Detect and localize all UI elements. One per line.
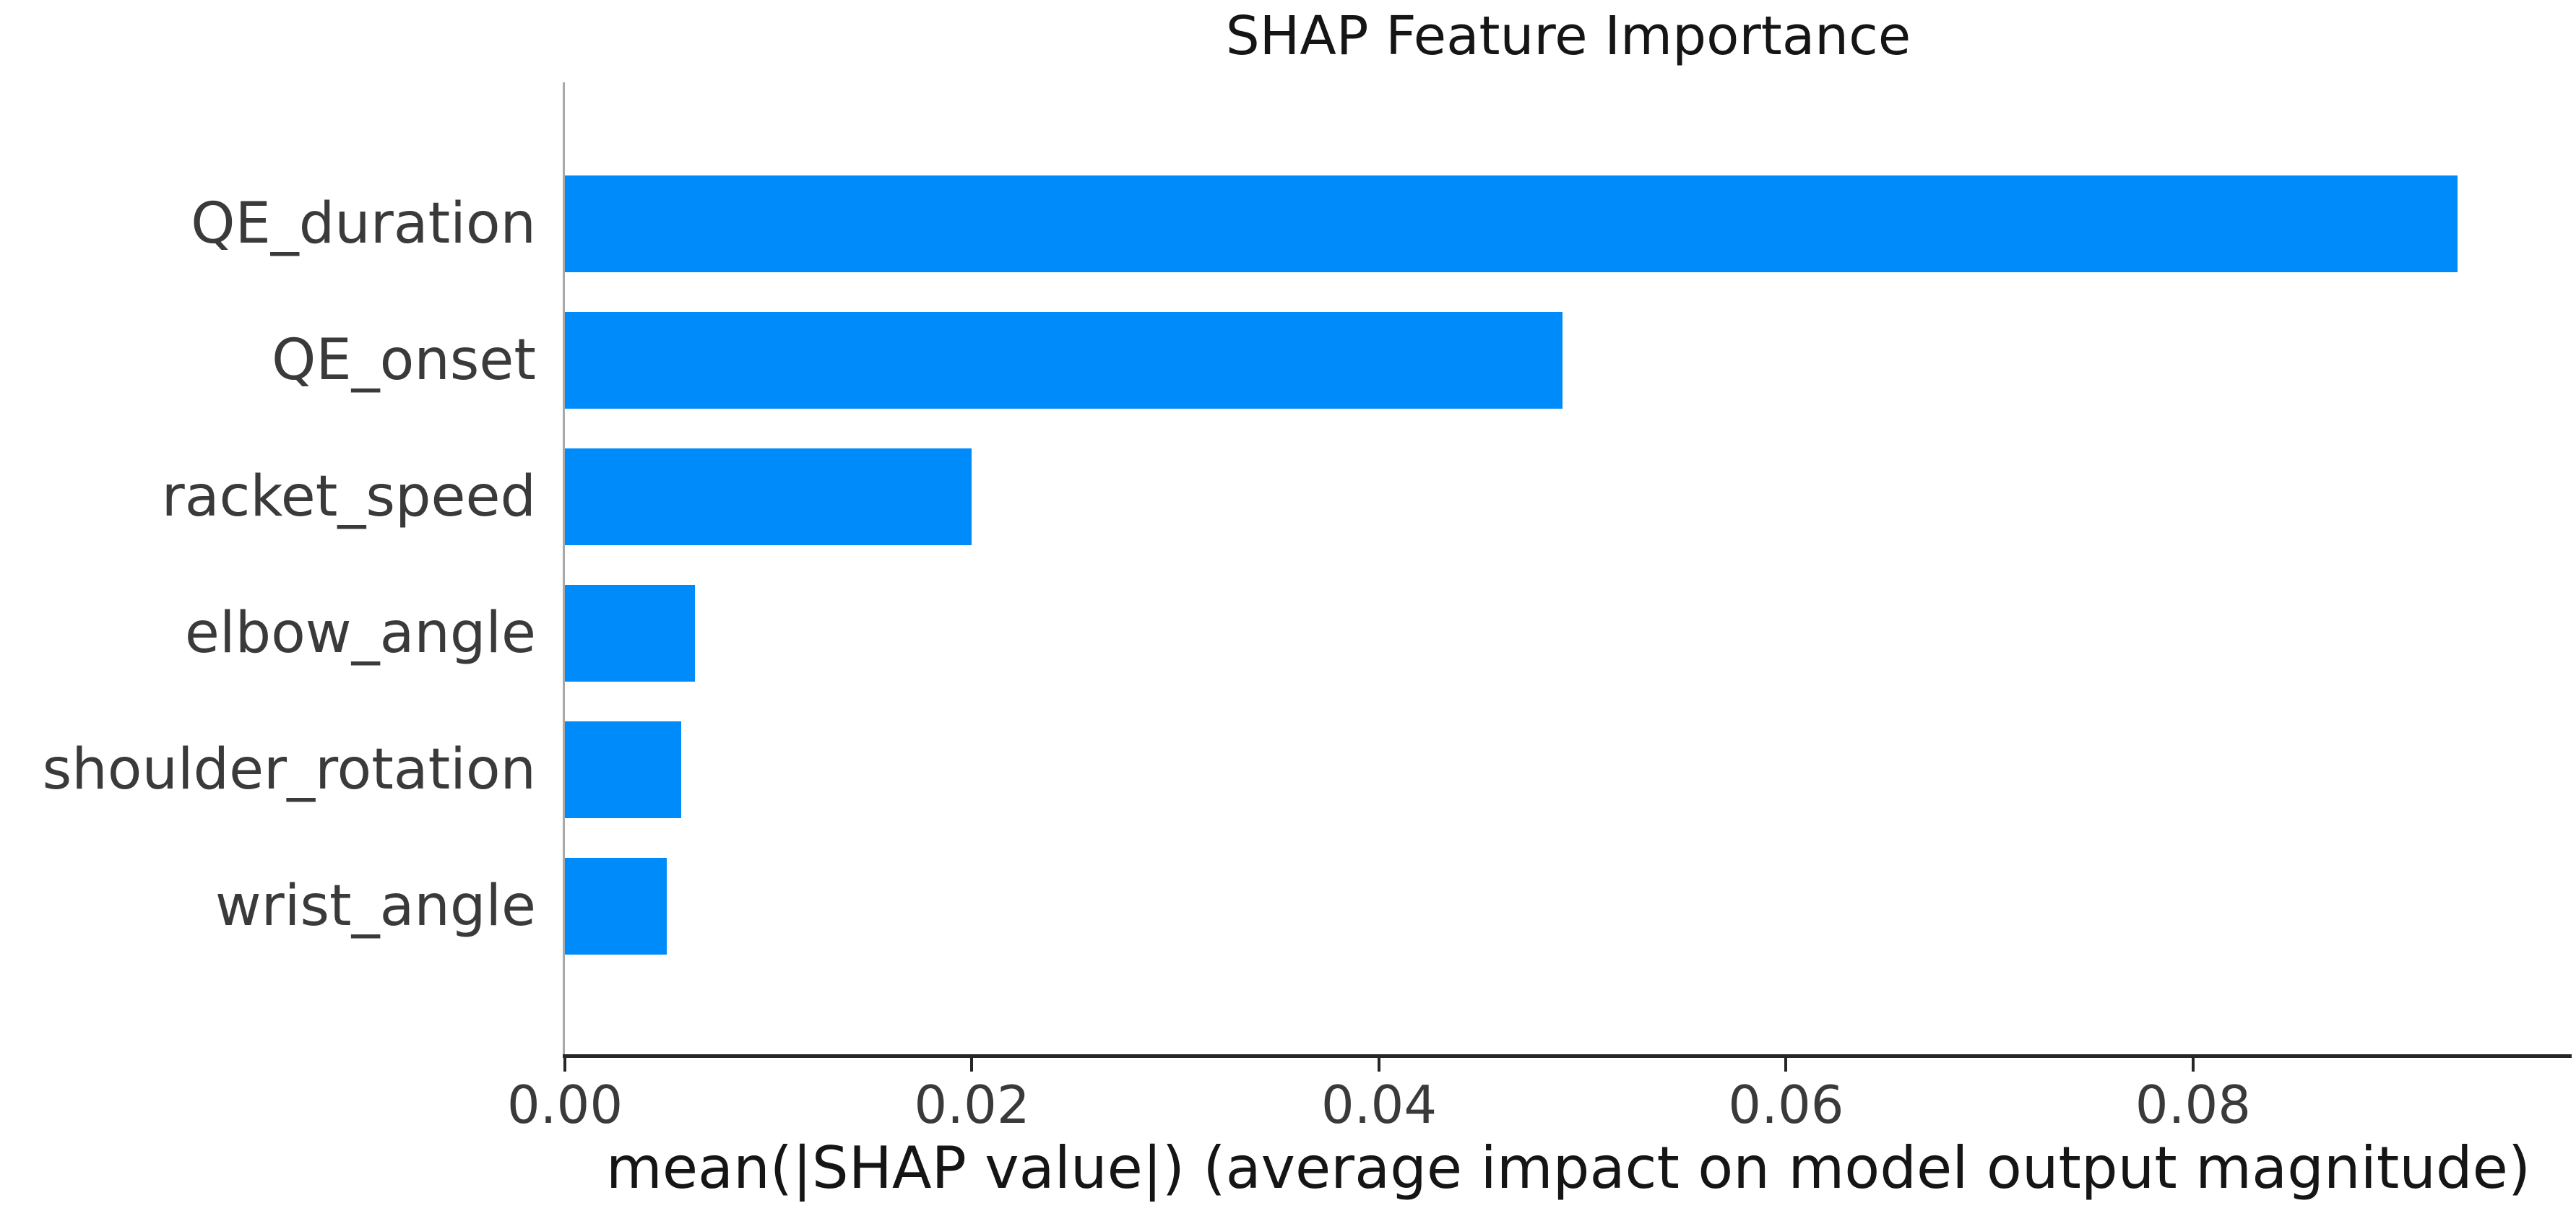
x-tick-label-0.08: 0.08 xyxy=(2135,1074,2252,1135)
chart-title: SHAP Feature Importance xyxy=(1225,5,1911,67)
y-tick-label-wrist_angle: wrist_angle xyxy=(215,874,536,939)
y-tick-label-QE_onset: QE_onset xyxy=(271,328,536,393)
x-tick-label-0.04: 0.04 xyxy=(1321,1074,1438,1135)
y-tick-label-QE_duration: QE_duration xyxy=(191,191,536,256)
x-tick-mark-0.06 xyxy=(1784,1054,1788,1072)
x-tick-label-0.00: 0.00 xyxy=(506,1074,623,1135)
x-tick-mark-0.00 xyxy=(563,1054,566,1072)
x-tick-mark-0.04 xyxy=(1377,1054,1380,1072)
x-tick-mark-0.02 xyxy=(970,1054,974,1072)
bar-elbow_angle xyxy=(565,585,696,682)
x-tick-mark-0.08 xyxy=(2191,1054,2195,1072)
bar-QE_onset xyxy=(565,312,1563,409)
bar-QE_duration xyxy=(565,175,2458,272)
y-axis-line xyxy=(563,82,565,1054)
x-axis-line xyxy=(563,1054,2572,1058)
y-tick-label-shoulder_rotation: shoulder_rotation xyxy=(42,737,536,802)
x-tick-label-0.02: 0.02 xyxy=(914,1074,1030,1135)
plot-area xyxy=(563,82,2572,1058)
x-tick-label-0.06: 0.06 xyxy=(1728,1074,1844,1135)
x-axis-label: mean(|SHAP value|) (average impact on mo… xyxy=(605,1134,2531,1202)
y-tick-label-racket_speed: racket_speed xyxy=(161,464,536,529)
bar-racket_speed xyxy=(565,448,972,545)
bar-shoulder_rotation xyxy=(565,721,681,818)
y-tick-label-elbow_angle: elbow_angle xyxy=(184,601,536,666)
bar-wrist_angle xyxy=(565,858,667,955)
